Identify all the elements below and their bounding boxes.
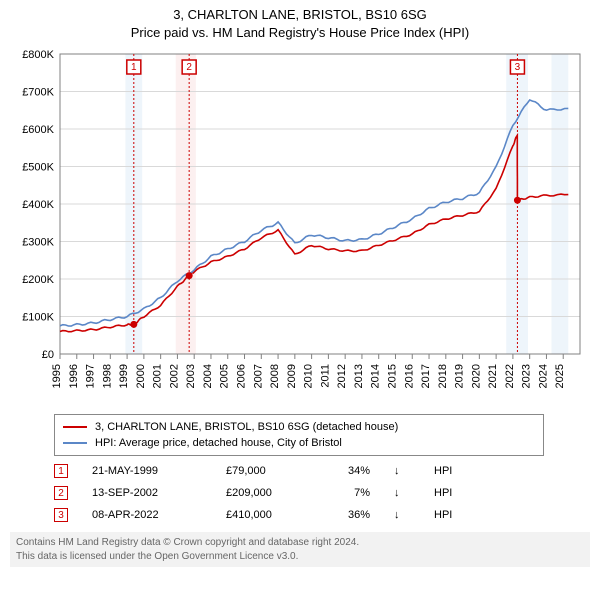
x-tick-label: 2022	[504, 364, 516, 388]
x-tick-label: 2025	[554, 364, 566, 388]
y-tick-label: £300K	[22, 237, 54, 249]
legend-label-2: HPI: Average price, detached house, City…	[95, 437, 342, 449]
down-arrow-icon: ↓	[394, 487, 410, 499]
transaction-row: 1 21-MAY-1999 £79,000 34% ↓ HPI	[54, 460, 590, 482]
x-tick-label: 2016	[403, 364, 415, 388]
footer: Contains HM Land Registry data © Crown c…	[10, 532, 590, 567]
legend-label-1: 3, CHARLTON LANE, BRISTOL, BS10 6SG (det…	[95, 421, 398, 433]
marker-id: 1	[131, 62, 137, 73]
x-tick-label: 2002	[168, 364, 180, 388]
x-tick-label: 2004	[202, 364, 214, 388]
marker-id: 3	[515, 62, 521, 73]
transaction-vs: HPI	[434, 509, 452, 521]
x-tick-label: 2011	[319, 364, 331, 388]
x-tick-label: 1995	[51, 364, 63, 388]
x-tick-label: 2020	[470, 364, 482, 388]
y-tick-label: £400K	[22, 199, 54, 211]
x-tick-label: 1999	[118, 364, 130, 388]
x-tick-label: 2006	[236, 364, 248, 388]
y-tick-label: £800K	[22, 49, 54, 61]
transaction-marker: 3	[54, 508, 68, 522]
marker-id: 2	[186, 62, 192, 73]
title-line-2: Price paid vs. HM Land Registry's House …	[10, 24, 590, 42]
x-tick-label: 2008	[269, 364, 281, 388]
x-tick-label: 2013	[353, 364, 365, 388]
down-arrow-icon: ↓	[394, 509, 410, 521]
x-tick-label: 2000	[135, 364, 147, 388]
marker-dot	[186, 273, 193, 280]
x-tick-label: 2001	[152, 364, 164, 388]
transactions-table: 1 21-MAY-1999 £79,000 34% ↓ HPI 2 13-SEP-2002 £2…	[54, 460, 590, 526]
transaction-price: £79,000	[226, 465, 306, 477]
transaction-marker: 1	[54, 464, 68, 478]
transaction-price: £209,000	[226, 487, 306, 499]
transaction-date: 08-APR-2022	[92, 509, 202, 521]
transaction-vs: HPI	[434, 487, 452, 499]
transaction-pct: 34%	[330, 465, 370, 477]
x-tick-label: 1998	[101, 364, 113, 388]
transaction-date: 21-MAY-1999	[92, 465, 202, 477]
transaction-pct: 36%	[330, 509, 370, 521]
x-tick-label: 2005	[219, 364, 231, 388]
y-tick-label: £600K	[22, 124, 54, 136]
y-tick-label: £100K	[22, 312, 54, 324]
marker-dot	[130, 321, 137, 328]
legend: 3, CHARLTON LANE, BRISTOL, BS10 6SG (det…	[54, 414, 544, 456]
chart-svg: £0 £100K £200K £300K £400K £500K £600K £700K £80…	[10, 46, 590, 408]
legend-swatch-2	[63, 442, 87, 444]
legend-row: HPI: Average price, detached house, City…	[63, 435, 535, 451]
transaction-date: 13-SEP-2002	[92, 487, 202, 499]
title-block: 3, CHARLTON LANE, BRISTOL, BS10 6SG Pric…	[10, 6, 590, 42]
transaction-row: 3 08-APR-2022 £410,000 36% ↓ HPI	[54, 504, 590, 526]
x-tick-label: 2018	[437, 364, 449, 388]
transaction-marker: 2	[54, 486, 68, 500]
x-tick-label: 1997	[85, 364, 97, 388]
x-tick-label: 2010	[303, 364, 315, 388]
title-line-1: 3, CHARLTON LANE, BRISTOL, BS10 6SG	[10, 6, 590, 24]
x-tick-label: 2021	[487, 364, 499, 388]
transaction-pct: 7%	[330, 487, 370, 499]
x-tick-label: 2019	[454, 364, 466, 388]
footer-line-2: This data is licensed under the Open Gov…	[16, 550, 584, 564]
x-tick-label: 2014	[370, 364, 382, 388]
y-tick-label: £700K	[22, 87, 54, 99]
x-tick-label: 2017	[420, 364, 432, 388]
marker-dot	[514, 197, 521, 204]
x-tick-label: 2003	[185, 364, 197, 388]
x-tick-label: 2009	[286, 364, 298, 388]
y-tick-label: £200K	[22, 274, 54, 286]
x-tick-label: 2015	[386, 364, 398, 388]
y-tick-label: £0	[42, 349, 54, 361]
x-tick-label: 2023	[521, 364, 533, 388]
y-tick-label: £500K	[22, 162, 54, 174]
chart-area: £0 £100K £200K £300K £400K £500K £600K £700K £80…	[10, 46, 590, 408]
x-tick-label: 2012	[336, 364, 348, 388]
legend-row: 3, CHARLTON LANE, BRISTOL, BS10 6SG (det…	[63, 419, 535, 435]
x-tick-label: 2024	[537, 364, 549, 388]
x-tick-label: 1996	[68, 364, 80, 388]
legend-swatch-1	[63, 426, 87, 428]
x-tick-label: 2007	[252, 364, 264, 388]
down-arrow-icon: ↓	[394, 465, 410, 477]
transaction-price: £410,000	[226, 509, 306, 521]
chart-container: 3, CHARLTON LANE, BRISTOL, BS10 6SG Pric…	[0, 0, 600, 573]
transaction-row: 2 13-SEP-2002 £209,000 7% ↓ HPI	[54, 482, 590, 504]
transaction-vs: HPI	[434, 465, 452, 477]
footer-line-1: Contains HM Land Registry data © Crown c…	[16, 536, 584, 550]
